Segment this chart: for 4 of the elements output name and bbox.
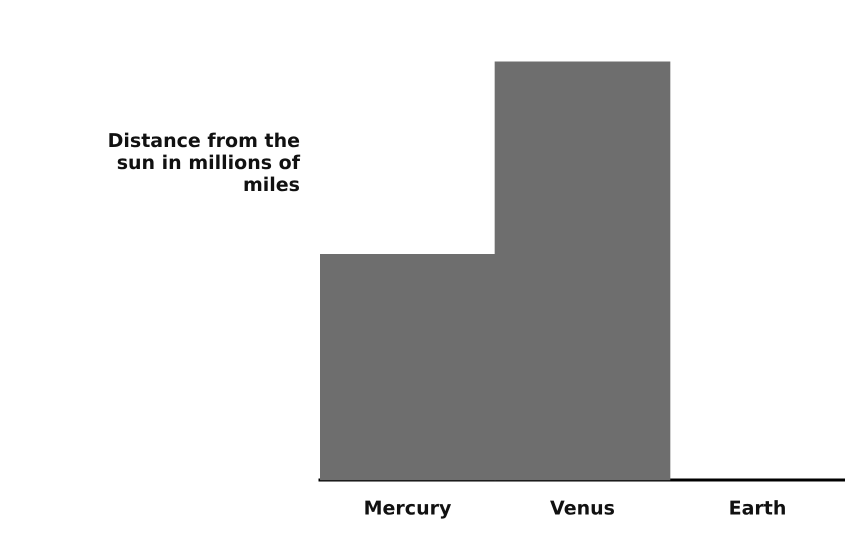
y-axis-title: Distance from the sun in millions of miles (106, 130, 300, 196)
x-tick-label: Earth (728, 498, 786, 520)
x-tick-label: Venus (550, 498, 615, 520)
x-tick-label: Mercury (364, 498, 452, 520)
